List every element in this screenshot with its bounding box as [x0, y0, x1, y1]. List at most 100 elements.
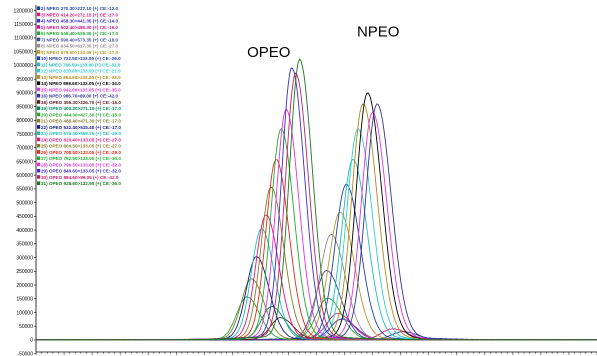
legend-entry: 11) NPEO 766.50>133.00 (+) CE:-31.0	[41, 62, 121, 67]
legend-entry: 22) OPEO 532.40>515.40 (+) CE:-17.0	[41, 125, 121, 130]
trace-opeo-23	[35, 186, 597, 341]
legend-swatch	[37, 25, 41, 29]
trace-opeo-16	[35, 317, 597, 341]
y-tick-label: 100000	[16, 310, 33, 316]
legend-entry: 16) NPEO 986.70>89.00 (+) CE:-42.0	[41, 94, 119, 99]
legend-swatch	[37, 37, 41, 42]
legend-entry: 3) NPEO 414.20>271.15 (+) CE:-17.0	[41, 12, 119, 17]
trace-opeo-22	[35, 214, 597, 341]
y-tick-label: 1150000	[14, 22, 33, 28]
trace-npeo-3	[35, 318, 597, 341]
legend-swatch	[37, 12, 41, 17]
legend-swatch	[37, 50, 41, 54]
legend-entry: 8) NPEO 634.50>617.35 (+) CE:-27.0	[41, 44, 119, 49]
trace-opeo-29	[35, 58, 597, 341]
y-tick-label: 400000	[16, 228, 33, 234]
legend-entry: 24) OPEO 620.40>133.05 (+) CE:-27.0	[41, 137, 121, 142]
legend-entry: 31) OPEO 928.60>132.95 (+) CE:-36.0	[41, 181, 121, 186]
legend-entry: 19) OPEO 400.30>271.10 (+) CE:-17.0	[41, 106, 121, 111]
y-tick-label: 450000	[16, 214, 33, 220]
legend-swatch	[37, 106, 41, 110]
legend-swatch	[37, 156, 41, 160]
legend-swatch	[37, 56, 41, 60]
y-tick-label: 1000000	[14, 63, 34, 69]
legend-entry: 15) NPEO 942.60>133.05 (+) CE:-35.0	[41, 87, 121, 92]
legend-swatch	[37, 31, 41, 35]
legend-entry: 2) NPEO 370.30>227.10 (+) CE:-12.0	[41, 6, 119, 11]
legend-swatch	[37, 93, 41, 98]
trace-opeo-19	[35, 278, 597, 341]
legend-swatch	[37, 6, 41, 10]
y-tick-label: 0	[30, 338, 33, 344]
y-tick-label: 900000	[16, 91, 33, 97]
legend-entry: 28) OPEO 796.50>133.05 (+) CE:-32.0	[41, 162, 121, 167]
y-tick-label: 600000	[16, 173, 33, 179]
y-tick-label: 950000	[16, 77, 33, 83]
y-tick-label: 850000	[16, 104, 33, 110]
y-tick-label: 1050000	[14, 49, 34, 55]
legend-swatch	[37, 125, 41, 129]
trace-npeo-4	[35, 313, 597, 341]
legend-entry: 9) NPEO 678.50>133.05 (+) CE:-27.0	[41, 50, 119, 55]
legend-entry: 23) OPEO 576.40>559.35 (+) CE:-19.0	[41, 131, 121, 136]
legend-swatch	[37, 162, 41, 167]
legend-swatch	[37, 62, 41, 67]
legend-entry: 10) NPEO 722.50>133.05 (+) CE:-29.0	[41, 56, 121, 61]
y-tick-label: 300000	[16, 255, 33, 261]
group-annotations: OPEO NPEO	[247, 24, 399, 62]
trace-npeo-6	[35, 270, 597, 341]
legend-entry: 12) NPEO 810.60>133.00 (+) CE:-21.0	[41, 69, 121, 74]
annotation-npeo: NPEO	[357, 24, 400, 41]
trace-npeo-9	[35, 183, 597, 341]
x-axis	[35, 351, 597, 355]
y-tick-label: 650000	[16, 159, 33, 165]
legend-entry: 4) NPEO 458.30>441.35 (+) CE:-14.0	[41, 19, 119, 24]
y-tick-label: 1100000	[14, 36, 33, 42]
legend-entry: 6) NPEO 546.40>529.35 (+) CE:-17.0	[41, 31, 119, 36]
trace-opeo-24	[35, 158, 597, 341]
legend-swatch	[37, 81, 41, 85]
y-tick-label: 200000	[16, 283, 33, 289]
legend-swatch	[37, 150, 41, 154]
legend-swatch	[37, 137, 41, 142]
y-axis: -50000 0 50000 100000 150000 200000 250000 3000…	[14, 5, 37, 356]
legend-swatch	[37, 43, 41, 48]
legend-entry: 25) OPEO 664.50>133.05 (+) CE:-27.0	[41, 144, 121, 149]
legend-swatch	[37, 175, 41, 179]
legend-swatch	[37, 100, 41, 104]
y-tick-label: 800000	[16, 118, 33, 124]
legend-swatch	[37, 143, 41, 148]
legend: 2) NPEO 370.30>227.10 (+) CE:-12.03) NPE…	[37, 6, 121, 186]
y-tick-label: 1200000	[14, 8, 34, 14]
legend-entry: 20) OPEO 444.30>427.30 (+) CE:-15.0	[41, 112, 121, 117]
legend-entry: 27) OPEO 752.50>133.00 (+) CE:-30.0	[41, 156, 121, 161]
y-tick-label: 350000	[16, 242, 33, 248]
y-tick-label: 550000	[16, 187, 33, 193]
annotation-opeo: OPEO	[247, 44, 290, 61]
legend-entry: 29) OPEO 840.60>133.05 (+) CE:-32.0	[41, 169, 121, 174]
legend-entry: 26) OPEO 708.50>133.05 (+) CE:-29.0	[41, 150, 121, 155]
legend-swatch	[37, 181, 41, 185]
trace-npeo-8	[36, 211, 597, 341]
legend-swatch	[37, 118, 41, 123]
legend-swatch	[37, 87, 41, 92]
y-tick-label: -50000	[17, 351, 33, 356]
legend-entry: 14) NPEO 898.60>133.05 (+) CE:-34.0	[41, 81, 121, 86]
y-tick-label: 750000	[16, 132, 33, 138]
y-tick-label: 250000	[16, 269, 33, 275]
trace-npeo-10	[35, 158, 597, 341]
legend-entry: 30) OPEO 884.60>89.05 (+) CE:-42.0	[41, 175, 119, 180]
legend-entry: 5) NPEO 502.40>485.30 (+) CE:-16.0	[41, 25, 119, 30]
legend-entry: 7) NPEO 590.40>573.35 (+) CE:-18.0	[41, 37, 119, 42]
legend-swatch	[37, 18, 41, 23]
y-tick-label: 150000	[16, 297, 33, 303]
legend-swatch	[37, 168, 41, 173]
legend-swatch	[37, 75, 41, 79]
legend-swatch	[37, 112, 41, 117]
legend-swatch	[37, 68, 41, 73]
legend-entry: 13) NPEO 854.60>133.05 (+) CE:-33.0	[41, 75, 121, 80]
y-tick-label: 50000	[19, 324, 33, 330]
chromatogram-traces	[35, 58, 597, 341]
y-tick-label: 700000	[16, 146, 33, 152]
